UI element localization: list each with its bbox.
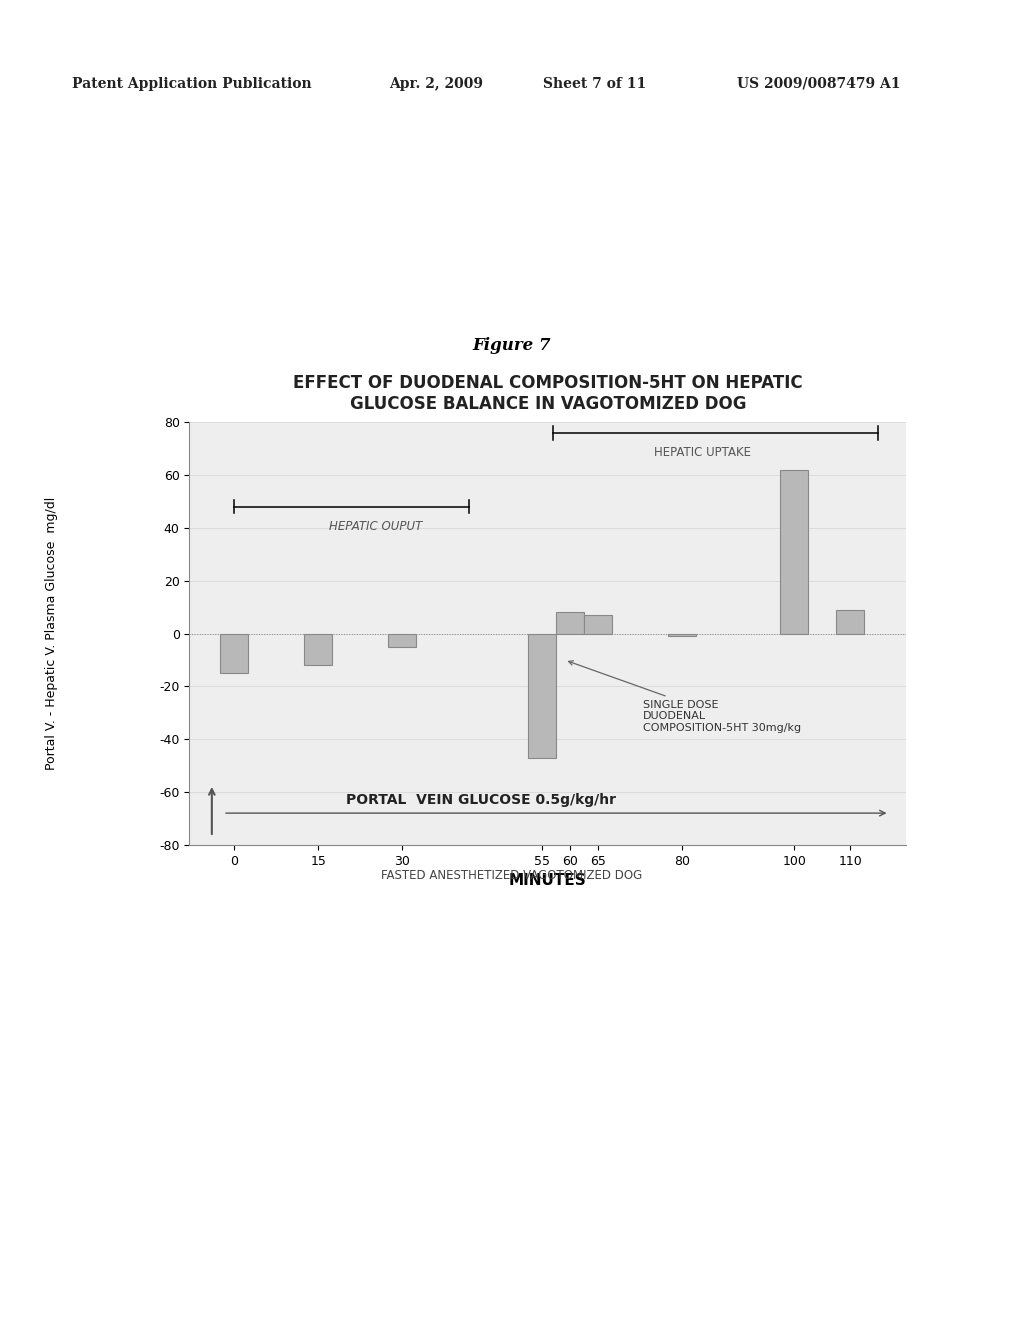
Text: Portal V. - Hepatic V. Plasma Glucose  mg/dl: Portal V. - Hepatic V. Plasma Glucose mg… (45, 496, 57, 771)
Bar (585, 615, 612, 634)
Bar (528, 634, 556, 758)
Bar (388, 634, 416, 647)
Text: Figure 7: Figure 7 (473, 337, 551, 354)
Text: Patent Application Publication: Patent Application Publication (72, 77, 311, 91)
Text: HEPATIC UPTAKE: HEPATIC UPTAKE (654, 446, 752, 459)
Text: PORTAL  VEIN GLUCOSE 0.5g/kg/hr: PORTAL VEIN GLUCOSE 0.5g/kg/hr (346, 793, 616, 807)
Text: US 2009/0087479 A1: US 2009/0087479 A1 (737, 77, 901, 91)
Bar (837, 610, 864, 634)
Bar (304, 634, 332, 665)
Text: FASTED ANESTHETIZED VAGOTOMIZED DOG: FASTED ANESTHETIZED VAGOTOMIZED DOG (381, 869, 643, 882)
Text: Sheet 7 of 11: Sheet 7 of 11 (543, 77, 646, 91)
Title: EFFECT OF DUODENAL COMPOSITION-5HT ON HEPATIC
GLUCOSE BALANCE IN VAGOTOMIZED DOG: EFFECT OF DUODENAL COMPOSITION-5HT ON HE… (293, 374, 803, 413)
Bar (556, 612, 585, 634)
Bar (220, 634, 248, 673)
X-axis label: MINUTES: MINUTES (509, 873, 587, 888)
Text: SINGLE DOSE
DUODENAL
COMPOSITION-5HT 30mg/kg: SINGLE DOSE DUODENAL COMPOSITION-5HT 30m… (568, 661, 801, 733)
Bar (780, 470, 808, 634)
Bar (669, 634, 696, 636)
Text: HEPATIC OUPUT: HEPATIC OUPUT (330, 520, 423, 533)
Text: Apr. 2, 2009: Apr. 2, 2009 (389, 77, 483, 91)
